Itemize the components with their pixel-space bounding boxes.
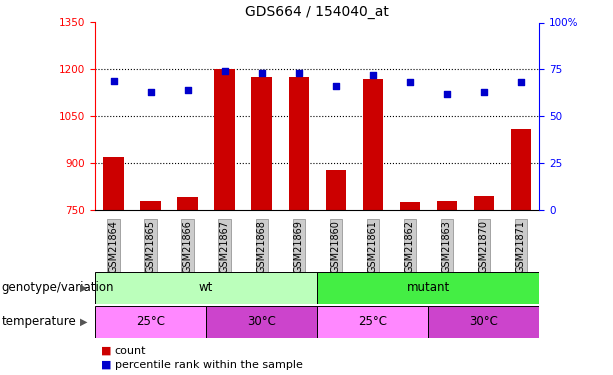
Bar (318, 272, 539, 304)
Text: wt: wt (199, 281, 213, 294)
Bar (140, 201, 161, 210)
Bar (400, 202, 420, 210)
Bar (428, 306, 539, 338)
Bar (436, 201, 457, 210)
Point (294, 70, 303, 76)
Text: count: count (115, 346, 146, 355)
Point (331, 83, 341, 89)
Bar (251, 77, 272, 210)
Text: ▶: ▶ (80, 283, 88, 293)
Text: genotype/variation: genotype/variation (1, 281, 114, 294)
Point (183, 87, 192, 93)
Bar (215, 69, 235, 210)
Text: 25°C: 25°C (358, 315, 387, 328)
Point (257, 70, 267, 76)
Bar (177, 198, 198, 210)
Bar (289, 77, 309, 210)
Text: temperature: temperature (1, 315, 76, 328)
Bar (326, 170, 346, 210)
Point (516, 80, 526, 86)
Point (405, 80, 415, 86)
Text: ▶: ▶ (80, 316, 88, 327)
Bar (474, 196, 494, 210)
Bar (363, 79, 383, 210)
Bar (318, 306, 428, 338)
Point (109, 78, 118, 84)
Text: percentile rank within the sample: percentile rank within the sample (115, 360, 302, 369)
Bar (95, 272, 318, 304)
Point (442, 91, 452, 97)
Point (479, 89, 489, 95)
Point (368, 72, 378, 78)
Text: 25°C: 25°C (136, 315, 165, 328)
Bar (104, 157, 124, 210)
Bar (511, 129, 531, 210)
Text: 30°C: 30°C (247, 315, 276, 328)
Text: ■: ■ (101, 360, 112, 369)
Text: ■: ■ (101, 346, 112, 355)
Text: 30°C: 30°C (470, 315, 498, 328)
Point (219, 68, 229, 74)
Text: mutant: mutant (406, 281, 450, 294)
Title: GDS664 / 154040_at: GDS664 / 154040_at (245, 5, 389, 19)
Bar (95, 306, 206, 338)
Point (146, 89, 156, 95)
Bar (206, 306, 318, 338)
